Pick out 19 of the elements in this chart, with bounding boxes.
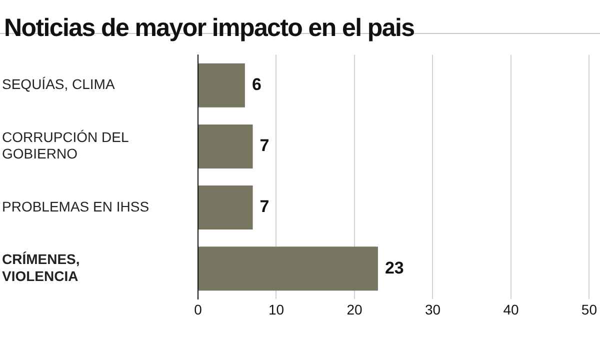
bar <box>198 246 378 291</box>
y-tick-label: PROBLEMAS EN IHSS <box>2 198 150 214</box>
data-label: 7 <box>260 136 270 156</box>
x-tick-label: 30 <box>424 301 441 318</box>
x-tick-label: 20 <box>346 301 362 318</box>
x-tick-label: 0 <box>194 301 202 318</box>
x-tick-label: 10 <box>268 301 284 318</box>
bar <box>198 186 253 230</box>
bar <box>198 124 253 168</box>
x-tick-label: 40 <box>503 301 519 318</box>
y-tick-label: CORRUPCIÓN DEL GOBIERNO <box>2 128 130 162</box>
bar <box>198 63 245 108</box>
y-tick-label: CRÍMENES, VIOLENCIA <box>2 251 80 284</box>
data-label: 6 <box>252 75 262 94</box>
data-label: 23 <box>384 258 404 278</box>
y-tick-label: SEQUÍAS, CLIMA <box>2 76 116 92</box>
data-label: 7 <box>260 197 270 216</box>
chart-title: Noticias de mayor impacto en el pais <box>3 13 416 42</box>
x-tick-label: 50 <box>581 301 598 318</box>
